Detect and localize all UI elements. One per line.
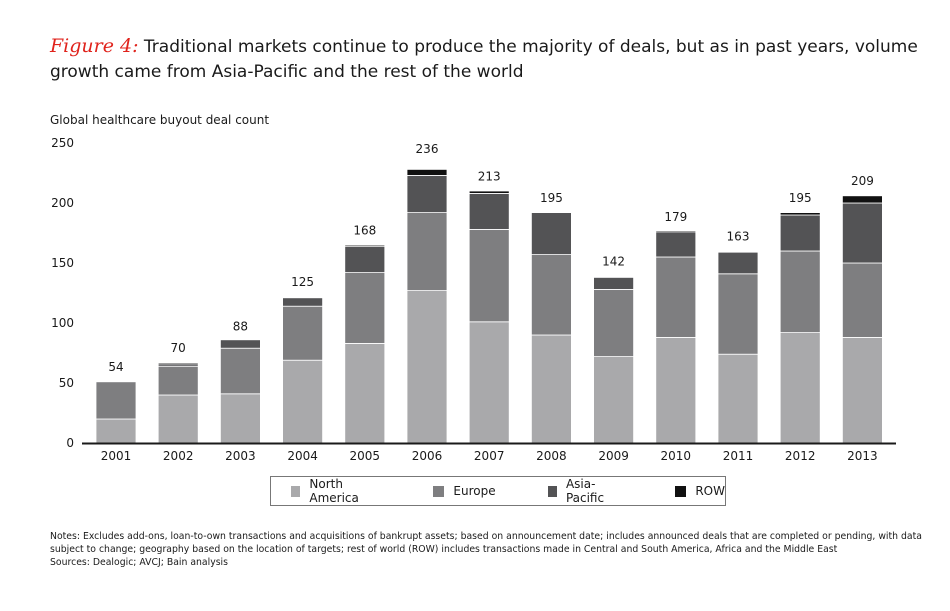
bar-segment-row (344, 244, 386, 247)
bar-segment-europe (779, 250, 821, 333)
x-tick-label: 2002 (163, 449, 194, 463)
bar-segment-europe (344, 272, 386, 344)
bar-segment-europe (95, 381, 137, 420)
bar-total-label: 54 (108, 360, 123, 374)
bar-total-label: 142 (602, 255, 625, 269)
bar-segment-europe (717, 273, 759, 355)
y-axis-label: Global healthcare buyout deal count (50, 113, 270, 127)
bar-segment-europe (655, 256, 697, 338)
bar-segment-asia-pacific (717, 251, 759, 275)
bar-segment-row (157, 362, 199, 365)
bar-segment-row (779, 212, 821, 216)
x-tick-label: 2001 (101, 449, 132, 463)
x-tick-label: 2010 (661, 449, 692, 463)
bar-segment-asia-pacific (593, 276, 634, 290)
bar-segment-row (468, 190, 510, 194)
notes-text: Notes: Excludes add-ons, loan-to-own tra… (50, 531, 922, 555)
y-tick-label: 50 (59, 376, 74, 390)
x-tick-label: 2012 (785, 449, 816, 463)
bar-segment-europe (468, 228, 510, 323)
bar-segment-north-america (655, 336, 697, 444)
bar-segment-europe (282, 305, 324, 361)
bar-segment-asia-pacific (282, 297, 324, 307)
legend-item-europe: Europe (433, 484, 496, 498)
y-tick-label: 100 (51, 316, 74, 330)
legend-swatch-row (675, 485, 687, 497)
x-tick-label: 2011 (723, 449, 754, 463)
legend-swatch-europe (433, 485, 445, 497)
bar-segment-asia-pacific (531, 212, 572, 256)
bar-segment-europe (593, 288, 634, 357)
sources-text: Sources: Dealogic; AVCJ; Bain analysis (50, 557, 228, 568)
notes: Notes: Excludes add-ons, loan-to-own tra… (50, 530, 930, 569)
figure-label: Figure 4: (50, 35, 139, 57)
x-tick-label: 2007 (474, 449, 505, 463)
legend-item-asia-pacific: Asia-Pacific (547, 477, 624, 505)
legend-label-row: ROW (695, 484, 725, 498)
bar-total-label: 236 (416, 142, 439, 156)
bar-segment-europe (406, 212, 448, 292)
bar-total-label: 213 (478, 169, 501, 183)
bar-segment-europe (531, 254, 572, 336)
bar-total-label: 88 (233, 319, 248, 333)
x-tick-label: 2008 (536, 449, 567, 463)
bar-segment-europe (842, 262, 883, 338)
bar-segment-north-america (282, 359, 324, 444)
bar-segment-asia-pacific (406, 174, 448, 213)
bar-total-label: 209 (851, 174, 874, 188)
bar-segment-north-america (468, 321, 510, 444)
bar-total-label: 179 (664, 210, 687, 224)
bar-segment-asia-pacific (468, 192, 510, 230)
bar-segment-asia-pacific (219, 339, 261, 349)
bar-segment-north-america (344, 342, 386, 444)
bar-total-label: 195 (789, 191, 812, 205)
bar-segment-north-america (531, 334, 572, 444)
bar-total-label: 125 (291, 275, 314, 289)
bar-segment-asia-pacific (344, 245, 386, 273)
legend: North America Europe Asia-Pacific ROW (270, 476, 726, 506)
bar-segment-row (655, 230, 697, 233)
x-tick-label: 2009 (598, 449, 629, 463)
bar-segment-row (842, 195, 883, 204)
bar-segment-north-america (717, 353, 759, 444)
y-tick-label: 150 (51, 256, 74, 270)
stacked-bar-chart: 0 50 100 150 200 250 54 2001 70 2002 88 2003 125 2004… (51, 136, 896, 463)
bar-segment-north-america (406, 290, 448, 444)
bar-segment-north-america (779, 332, 821, 444)
legend-item-row: ROW (675, 484, 725, 498)
x-tick-label: 2004 (287, 449, 318, 463)
x-tick-label: 2006 (412, 449, 443, 463)
legend-swatch-north-america (291, 485, 301, 497)
y-tick-label: 250 (51, 136, 74, 150)
y-tick-label: 200 (51, 196, 74, 210)
legend-label-europe: Europe (453, 484, 496, 498)
bar-segment-europe (219, 347, 261, 395)
legend-label-north-america: North America (309, 477, 359, 505)
chart-title: Figure 4: Traditional markets continue t… (50, 34, 930, 85)
bar-segment-north-america (95, 418, 137, 444)
bar-total-label: 168 (353, 223, 376, 237)
y-tick-label: 0 (66, 436, 74, 450)
legend-swatch-asia-pacific (547, 485, 557, 497)
bar-segment-europe (157, 365, 199, 396)
bar-segment-asia-pacific (655, 231, 697, 258)
bar-segment-row (406, 168, 448, 176)
bar-total-label: 163 (727, 229, 750, 243)
legend-label-asia-pacific: Asia-Pacific (565, 477, 605, 505)
title-text: Traditional markets continue to produce … (50, 37, 918, 82)
bar-total-label: 195 (540, 191, 563, 205)
x-tick-label: 2005 (350, 449, 381, 463)
bar-segment-asia-pacific (779, 214, 821, 252)
bar-total-label: 70 (171, 341, 186, 355)
x-tick-label: 2003 (225, 449, 256, 463)
bar-segment-asia-pacific (842, 202, 883, 264)
bar-segment-north-america (157, 394, 199, 444)
x-tick-label: 2013 (847, 449, 878, 463)
bar-segment-north-america (593, 356, 634, 444)
bar-segment-north-america (219, 393, 261, 444)
legend-item-north-america: North America (291, 477, 383, 505)
bar-segment-north-america (842, 336, 883, 444)
